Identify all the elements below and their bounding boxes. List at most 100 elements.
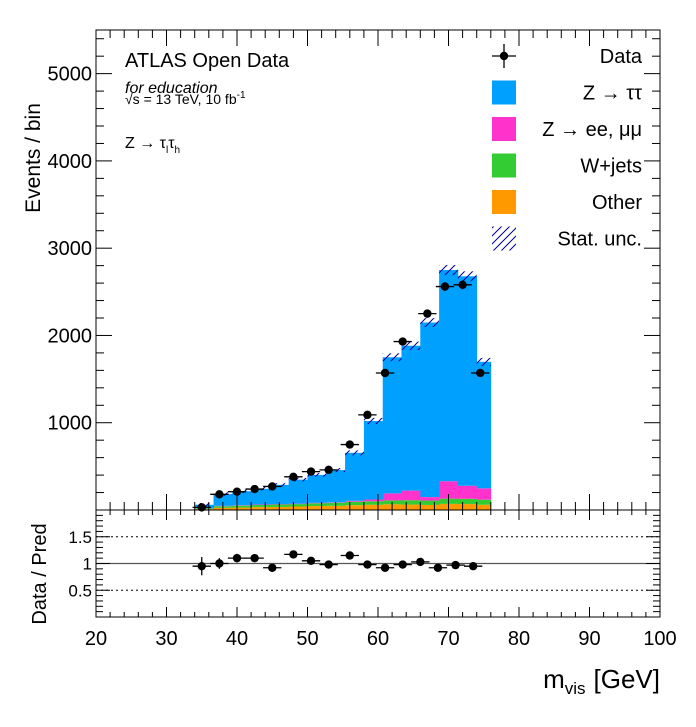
- bar-ztautau-6: [308, 475, 327, 503]
- bar-other-15: [477, 505, 492, 510]
- ratio-point-0: [198, 562, 206, 570]
- legend-unc-swatch: [492, 227, 516, 251]
- legend-other-label: Other: [592, 192, 642, 214]
- ratio-xtick-label-90: 90: [578, 628, 600, 650]
- ratio-point-11: [398, 560, 406, 568]
- bar-other-9: [364, 505, 383, 510]
- bar-wjets-14: [458, 499, 477, 504]
- unc-band-12: [420, 318, 439, 327]
- bar-other-8: [345, 505, 364, 510]
- x-axis-label: mvis [GeV]: [543, 664, 660, 698]
- data-point-10: [381, 369, 389, 377]
- ratio-point-4: [268, 564, 276, 572]
- data-point-14: [458, 281, 466, 289]
- ratio-ytick-label-1.5: 1.5: [68, 528, 92, 547]
- bar-ztautau-14: [458, 276, 477, 485]
- data-point-12: [423, 309, 431, 317]
- bar-zll-8: [345, 501, 364, 502]
- ratio-point-7: [324, 560, 332, 568]
- channel-label: Z → τlτh: [125, 135, 180, 156]
- legend-ztautau-swatch: [492, 81, 516, 105]
- bar-wjets-6: [308, 503, 327, 506]
- x-axis-label-sub: vis: [565, 679, 586, 698]
- ratio-points: [193, 550, 483, 575]
- channel-label-sub2: h: [175, 145, 181, 156]
- ratio-xtick-label-40: 40: [226, 628, 248, 650]
- ratio-xtick-label-30: 30: [155, 628, 177, 650]
- data-point-9: [363, 411, 371, 419]
- bar-zll-12: [420, 497, 439, 500]
- legend: Data Z → ττ Z → ee, μμ W+jets Other Stat. unc…: [492, 44, 643, 251]
- legend-unc-label: Stat. unc.: [558, 229, 643, 251]
- ratio-ytick-label-0.5: 0.5: [68, 581, 92, 600]
- legend-wjets-swatch: [492, 154, 516, 178]
- bar-other-6: [308, 506, 327, 510]
- bar-ztautau-15: [477, 362, 492, 489]
- data-point-4: [268, 482, 276, 490]
- bar-ztautau-9: [364, 421, 383, 500]
- data-point-3: [250, 485, 258, 493]
- ratio-xtick-label-20: 20: [85, 628, 107, 650]
- ratio-point-13: [434, 564, 442, 572]
- data-point-13: [441, 282, 449, 290]
- x-axis-label-unit: [GeV]: [594, 664, 660, 694]
- bar-ztautau-13: [439, 270, 458, 481]
- experiment-label: ATLAS Open Data: [125, 50, 290, 72]
- legend-zll-label: Z → ee, μμ: [542, 119, 642, 141]
- bar-zll-15: [477, 488, 492, 499]
- data-point-6: [307, 467, 315, 475]
- energy-label-main: √s = 13 TeV, 10 fb: [125, 91, 237, 107]
- x-axis-label-main: m: [543, 664, 565, 694]
- bar-zll-14: [458, 486, 477, 499]
- ratio-point-8: [346, 551, 354, 559]
- ratio-xtick-label-50: 50: [296, 628, 318, 650]
- ratio-point-6: [307, 557, 315, 565]
- bar-wjets-2: [232, 506, 251, 508]
- data-point-8: [346, 440, 354, 448]
- ratio-point-3: [250, 554, 258, 562]
- ratio-point-1: [215, 559, 223, 567]
- ratio-point-9: [363, 560, 371, 568]
- bar-ztautau-11: [401, 346, 420, 491]
- energy-label: √s = 13 TeV, 10 fb-1: [125, 90, 246, 107]
- bar-zll-11: [401, 491, 420, 501]
- ratio-xtick-label-60: 60: [367, 628, 389, 650]
- bar-ztautau-8: [345, 453, 364, 501]
- ratio-point-2: [233, 554, 241, 562]
- unc-band-14: [458, 271, 477, 281]
- bar-wjets-11: [401, 500, 420, 504]
- ratio-point-12: [416, 558, 424, 566]
- legend-other-swatch: [492, 190, 516, 214]
- ratio-point-14: [451, 561, 459, 569]
- bar-zll-10: [383, 493, 402, 500]
- ratio-point-10: [381, 564, 389, 572]
- bar-wjets-12: [420, 501, 439, 505]
- bar-wjets-5: [289, 504, 308, 506]
- unc-band-8: [345, 450, 364, 455]
- data-point-15: [476, 369, 484, 377]
- bar-wjets-15: [477, 500, 492, 505]
- bar-wjets-8: [345, 502, 364, 505]
- main-ytick-label-5000: 5000: [48, 64, 93, 86]
- main-ytick-label-2000: 2000: [48, 325, 93, 347]
- energy-label-sup: -1: [237, 90, 246, 101]
- legend-data-marker: [500, 52, 508, 60]
- ratio-grid: [96, 537, 660, 591]
- ratio-xtick-label-100: 100: [643, 628, 676, 650]
- bar-other-12: [420, 505, 439, 510]
- y-axis-label: Events / bin: [22, 103, 45, 213]
- bar-zll-9: [364, 500, 383, 502]
- legend-data-label: Data: [600, 46, 643, 68]
- unc-band-13: [439, 265, 458, 275]
- bar-other-14: [458, 504, 477, 510]
- bar-other-11: [401, 505, 420, 510]
- legend-ztautau-label: Z → ττ: [583, 83, 642, 105]
- data-point-7: [324, 466, 332, 474]
- ratio-xtick-label-70: 70: [437, 628, 459, 650]
- data-point-11: [398, 337, 406, 345]
- legend-wjets-label: W+jets: [580, 156, 642, 178]
